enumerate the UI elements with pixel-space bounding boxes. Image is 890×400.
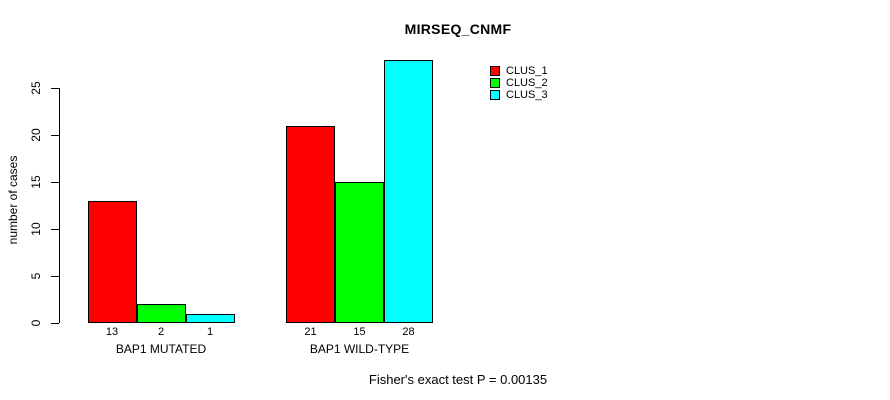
legend-item: CLUS_2 <box>490 77 548 89</box>
category-label: BAP1 MUTATED <box>115 342 207 356</box>
bar-value-label: 2 <box>157 326 165 338</box>
legend-color-swatch <box>490 78 500 88</box>
y-axis-tick-label: 10 <box>29 222 43 236</box>
y-axis-tick <box>51 229 59 230</box>
bar-clus_3-2 <box>384 59 433 323</box>
legend-color-swatch <box>490 66 500 76</box>
bar-value-label: 1 <box>206 326 214 338</box>
bar-value-label: 15 <box>353 326 366 338</box>
y-axis-tick <box>51 323 59 324</box>
legend-item-label: CLUS_3 <box>506 89 548 101</box>
legend-color-swatch <box>490 90 500 100</box>
y-axis-line <box>59 88 60 323</box>
y-axis-tick <box>51 88 59 89</box>
bar-clus_1-1 <box>87 200 137 323</box>
legend-item: CLUS_1 <box>490 65 548 77</box>
bar-clus_3-1 <box>185 313 235 323</box>
chart-title: MIRSEQ_CNMF <box>404 21 512 37</box>
y-axis-tick <box>51 276 59 277</box>
y-axis-title: number of cases <box>6 155 20 245</box>
y-axis-tick-label: 0 <box>29 319 43 327</box>
legend-item-label: CLUS_2 <box>506 77 548 89</box>
y-axis-tick <box>51 182 59 183</box>
y-axis-tick-label: 20 <box>29 128 43 142</box>
legend-item: CLUS_3 <box>490 89 548 101</box>
y-axis-tick <box>51 135 59 136</box>
stat-test-caption: Fisher's exact test P = 0.00135 <box>368 372 548 387</box>
bar-value-label: 13 <box>105 326 119 338</box>
legend: CLUS_1 CLUS_2 CLUS_3 <box>490 65 548 101</box>
y-axis-tick-label: 25 <box>29 81 43 95</box>
y-axis-tick-label: 15 <box>29 175 43 189</box>
category-label: BAP1 WILD-TYPE <box>309 342 410 356</box>
bar-clus_2-1 <box>136 304 186 323</box>
y-axis-tick-label: 5 <box>29 272 43 280</box>
bar-clus_1-2 <box>286 125 335 323</box>
bar-clus_2-2 <box>335 182 384 323</box>
legend-item-label: CLUS_1 <box>506 65 548 77</box>
bar-value-label: 28 <box>402 326 415 338</box>
bar-value-label: 21 <box>304 326 317 338</box>
